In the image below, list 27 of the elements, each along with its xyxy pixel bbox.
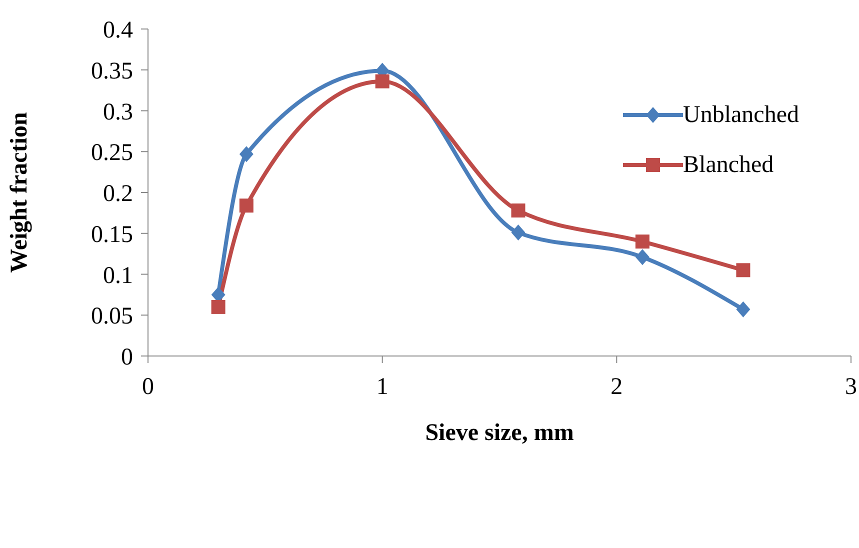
point bbox=[239, 146, 254, 162]
point bbox=[736, 263, 750, 278]
y-axis-title: Weight fraction bbox=[6, 112, 33, 273]
point bbox=[211, 300, 226, 314]
point bbox=[635, 249, 650, 266]
y-tick-label: 0.2 bbox=[103, 181, 133, 208]
y-tick-label: 0.1 bbox=[103, 262, 133, 289]
point bbox=[511, 203, 526, 218]
y-tick-label: 0.35 bbox=[91, 58, 133, 84]
x-tick-label: 1 bbox=[376, 374, 388, 400]
x-tick-label: 3 bbox=[845, 374, 857, 400]
y-tick-label: 0.4 bbox=[103, 18, 133, 44]
y-tick-label: 0.3 bbox=[103, 99, 133, 126]
y-tick-label: 0.25 bbox=[91, 140, 133, 166]
y-tick-label: 0.15 bbox=[91, 222, 133, 248]
point bbox=[511, 224, 526, 241]
x-tick-label: 0 bbox=[142, 374, 154, 400]
x-tick-label: 2 bbox=[610, 374, 623, 400]
point bbox=[375, 74, 390, 88]
point bbox=[239, 198, 254, 213]
x-axis-title: Sieve size, mm bbox=[425, 420, 574, 446]
legend-label: Blanched bbox=[683, 152, 774, 178]
legend-label: Unblanched bbox=[683, 102, 799, 128]
y-tick-label: 0 bbox=[121, 344, 133, 371]
point bbox=[635, 234, 650, 249]
y-tick-label: 0.05 bbox=[91, 304, 133, 330]
point bbox=[736, 301, 750, 318]
